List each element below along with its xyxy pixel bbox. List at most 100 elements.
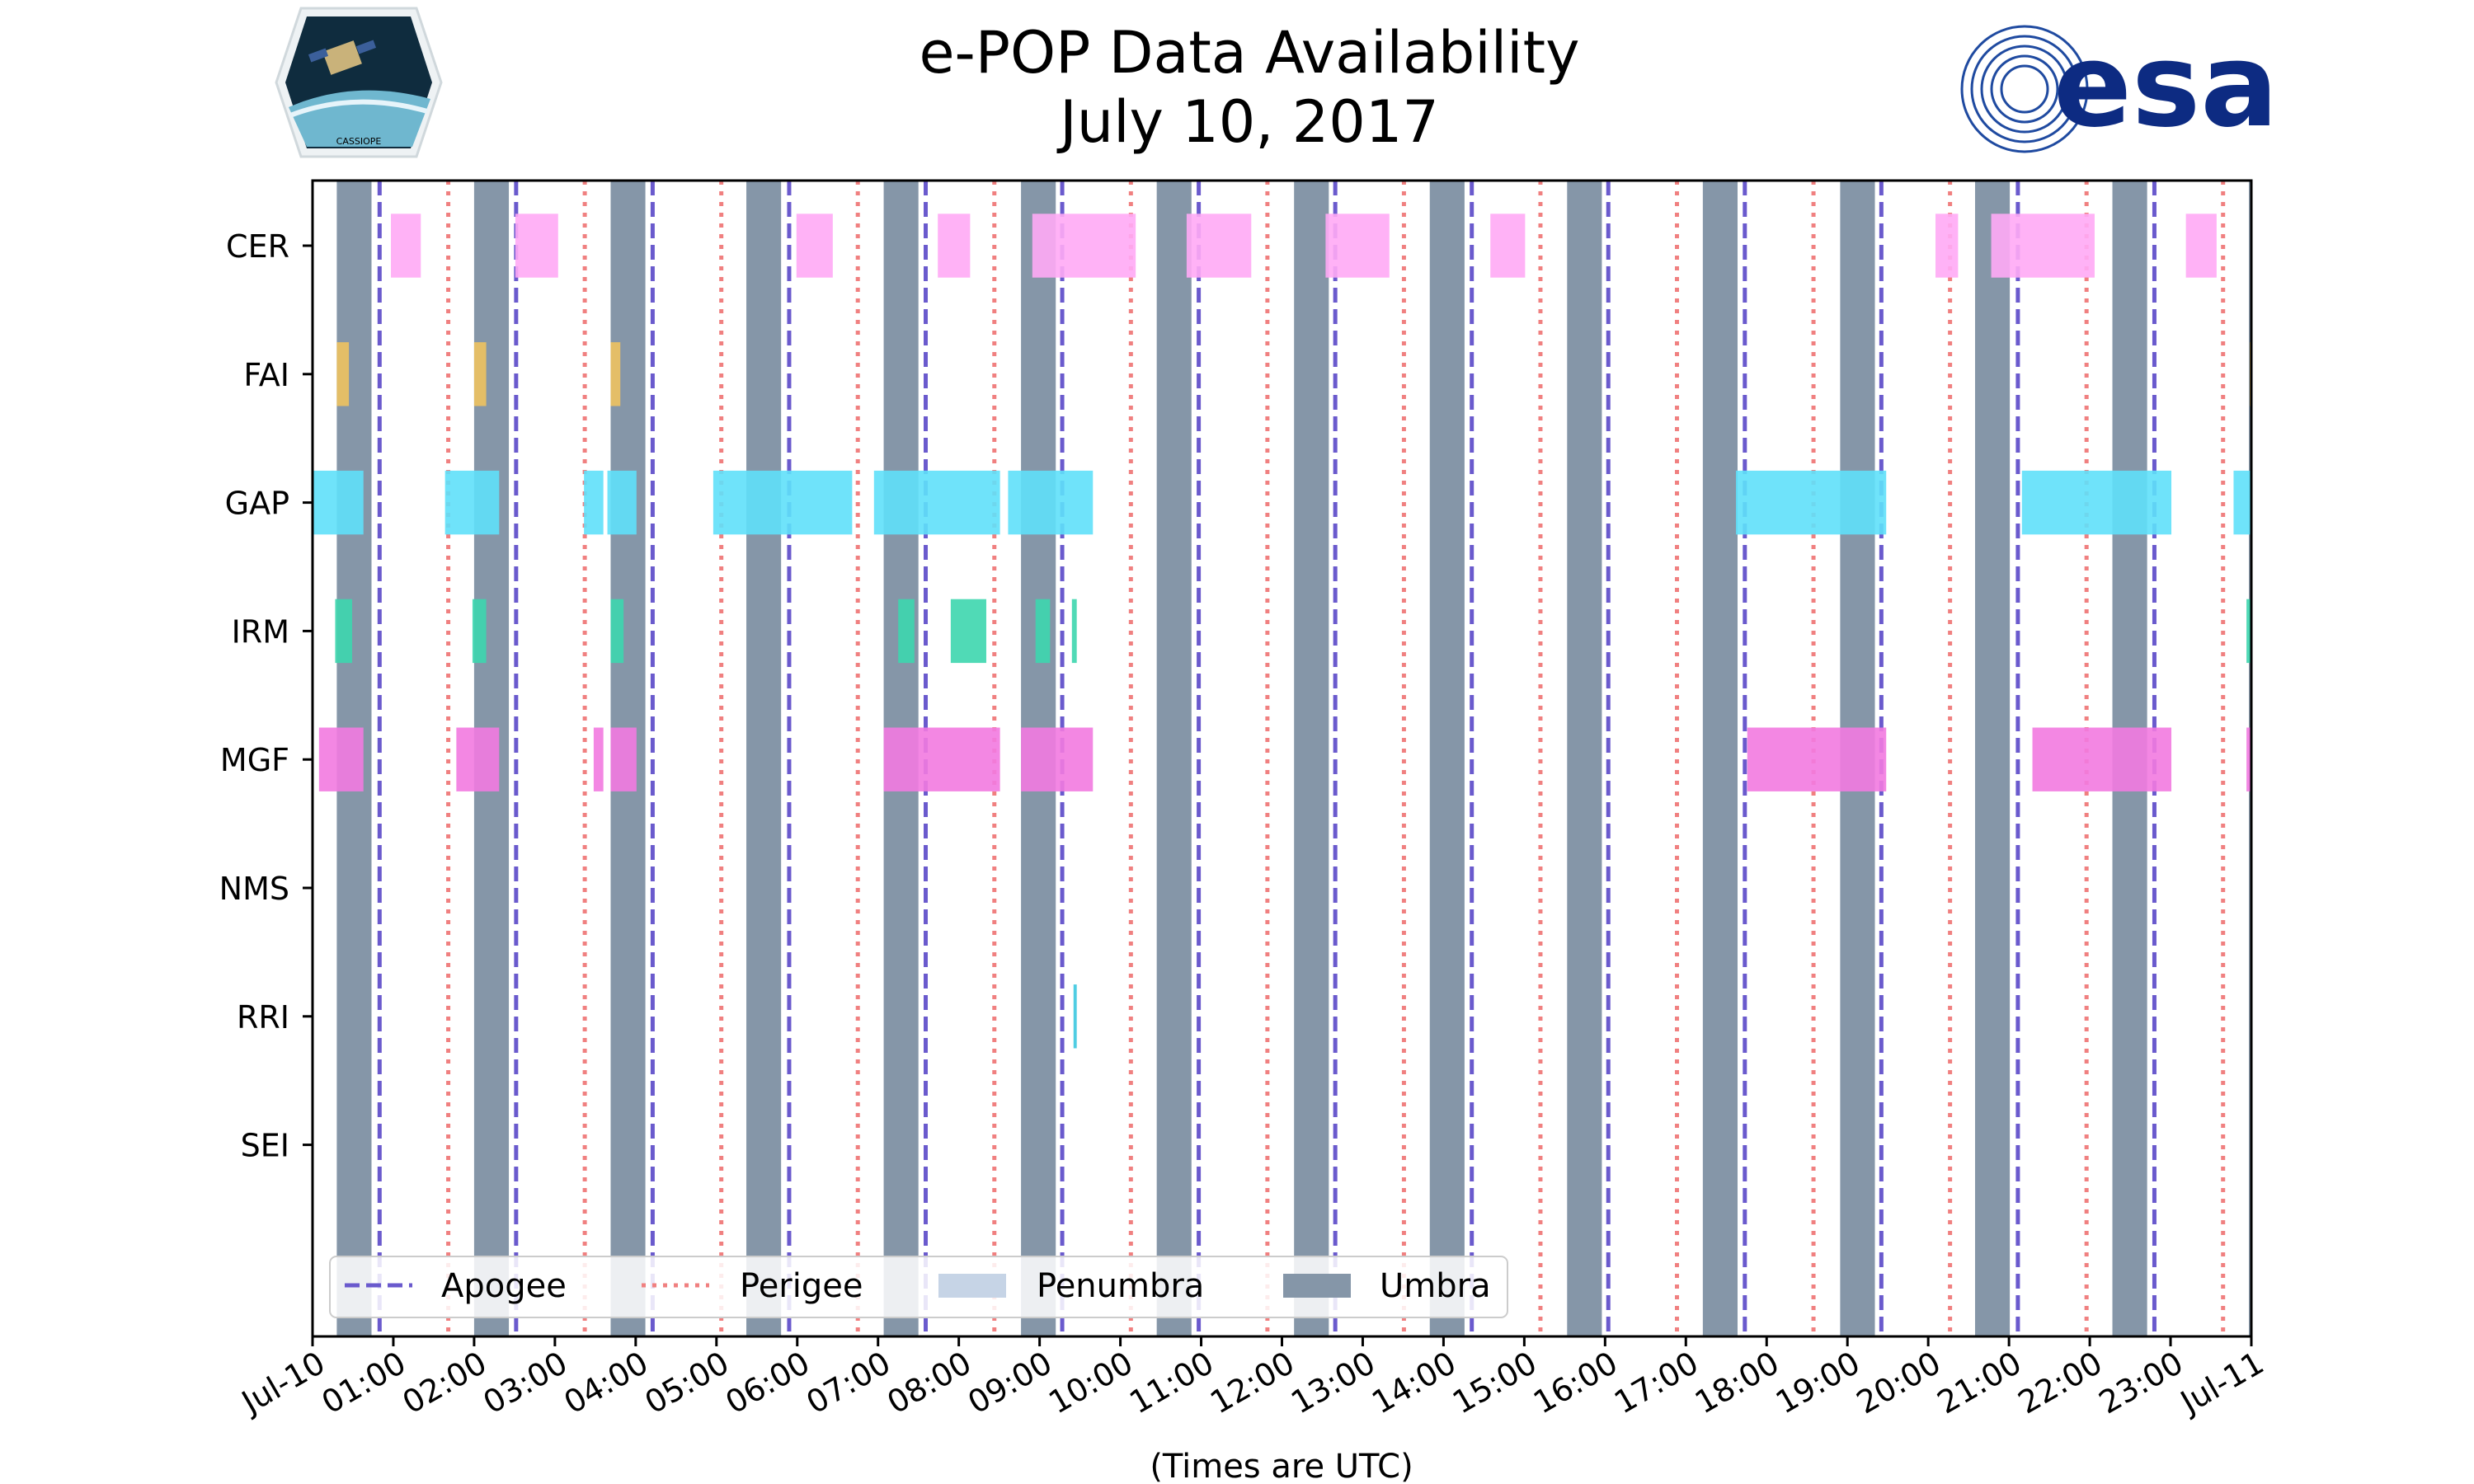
y-tick-label: GAP — [225, 486, 289, 522]
availability-bar-cer — [391, 214, 421, 278]
x-tick-label: 04:00 — [557, 1345, 654, 1421]
x-tick-label: 22:00 — [2012, 1345, 2109, 1421]
availability-bar-mgf — [593, 727, 604, 791]
availability-bar-cer — [796, 214, 833, 278]
x-tick-label: 16:00 — [1527, 1345, 1624, 1421]
legend-perigee-label: Perigee — [740, 1267, 863, 1305]
x-axis-label: (Times are UTC) — [1150, 1448, 1413, 1484]
x-tick-label: 13:00 — [1285, 1345, 1381, 1421]
y-axis: CER FAI GAP IRM MGF NMS RRI SEI — [219, 228, 313, 1164]
plot-area — [311, 179, 2253, 1338]
availability-bar-irm — [335, 599, 352, 664]
availability-bar-mgf — [1747, 727, 1887, 791]
x-tick-label: 15:00 — [1446, 1345, 1543, 1421]
availability-bar-mgf — [2032, 727, 2172, 791]
legend-umbra-swatch — [1283, 1274, 1351, 1298]
umbra-band — [746, 181, 782, 1336]
availability-bar-gap — [2233, 470, 2251, 535]
availability-bar-irm — [610, 599, 624, 664]
availability-bar-irm — [1035, 599, 1051, 664]
availability-bar-cer — [1325, 214, 1390, 278]
availability-bar-cer — [1991, 214, 2095, 278]
availability-bar-gap — [713, 470, 853, 535]
availability-bar-irm — [2246, 599, 2251, 664]
availability-bar-mgf — [456, 727, 500, 791]
x-tick-label: 20:00 — [1851, 1345, 1947, 1421]
availability-bar-cer — [1490, 214, 1526, 278]
x-tick-label: 18:00 — [1689, 1345, 1785, 1421]
x-tick-label: 03:00 — [477, 1345, 574, 1421]
umbra-band — [1429, 181, 1465, 1336]
x-tick-label: 14:00 — [1366, 1345, 1462, 1421]
availability-bar-cer — [515, 214, 558, 278]
x-tick-label: 17:00 — [1608, 1345, 1705, 1421]
y-tick-label: RRI — [237, 999, 289, 1036]
y-tick-label: CER — [226, 228, 289, 265]
availability-bar-cer — [1032, 214, 1136, 278]
x-tick-label: 08:00 — [881, 1345, 977, 1421]
availability-bar-gap — [444, 470, 500, 535]
x-tick-label: 02:00 — [397, 1345, 493, 1421]
x-tick-label: 10:00 — [1042, 1345, 1139, 1421]
legend: Apogee Perigee Penumbra Umbra — [329, 1256, 1508, 1318]
y-tick-label: MGF — [220, 742, 289, 778]
umbra-band — [1702, 181, 1738, 1336]
y-tick-label: IRM — [232, 613, 289, 650]
availability-bar-gap — [2021, 470, 2172, 535]
x-tick-label: 12:00 — [1204, 1345, 1300, 1421]
x-tick-label: 07:00 — [800, 1345, 896, 1421]
chart-subtitle: July 10, 2017 — [1056, 88, 1439, 156]
x-tick-label: 23:00 — [2093, 1345, 2189, 1421]
availability-bar-mgf — [610, 727, 637, 791]
availability-bar-fai — [336, 342, 350, 406]
availability-bar-mgf — [318, 727, 364, 791]
availability-bar-gap — [584, 470, 604, 535]
availability-bar-mgf — [2246, 727, 2251, 791]
availability-bar-irm — [472, 599, 487, 664]
x-tick-label: 19:00 — [1770, 1345, 1866, 1421]
availability-bar-irm — [898, 599, 915, 664]
x-tick-label: 21:00 — [1931, 1345, 2028, 1421]
x-tick-label: 05:00 — [638, 1345, 735, 1421]
availability-bar-mgf — [883, 727, 1000, 791]
y-tick-label: NMS — [219, 871, 289, 907]
x-tick-label: Jul-11 — [2173, 1345, 2269, 1421]
esa-logo-text: esa — [2053, 19, 2279, 153]
umbra-band — [1567, 181, 1602, 1336]
availability-bar-gap — [1008, 470, 1094, 535]
availability-bar-cer — [1935, 214, 1959, 278]
availability-bar-cer — [2185, 214, 2217, 278]
availability-bar-irm — [1071, 599, 1077, 664]
availability-bar-fai — [473, 342, 487, 406]
umbra-band — [1974, 181, 2011, 1336]
legend-apogee-label: Apogee — [441, 1267, 567, 1305]
y-tick-label: FAI — [243, 357, 289, 393]
availability-bar-cer — [1186, 214, 1252, 278]
y-tick-label: SEI — [241, 1128, 289, 1164]
availability-bar-cer — [938, 214, 971, 278]
cassiope-logo: CASSIOPE — [275, 7, 443, 158]
cassiope-logo-text: CASSIOPE — [336, 136, 382, 147]
availability-bar-gap — [873, 470, 1000, 535]
x-tick-label: 11:00 — [1123, 1345, 1220, 1421]
availability-bar-gap — [607, 470, 637, 535]
availability-bar-irm — [950, 599, 986, 664]
x-axis: Jul-1001:0002:0003:0004:0005:0006:0007:0… — [234, 1336, 2270, 1421]
x-tick-label: Jul-10 — [234, 1345, 331, 1421]
umbra-band — [1156, 181, 1192, 1336]
legend-penumbra-swatch — [938, 1274, 1006, 1298]
x-tick-label: 06:00 — [719, 1345, 816, 1421]
availability-bar-gap — [1736, 470, 1887, 535]
umbra-band — [1294, 181, 1329, 1336]
chart-title: e-POP Data Availability — [919, 19, 1579, 87]
availability-bar-rri — [1073, 984, 1077, 1049]
availability-bar-gap — [313, 470, 364, 535]
legend-penumbra-label: Penumbra — [1037, 1267, 1204, 1305]
x-tick-label: 09:00 — [962, 1345, 1058, 1421]
legend-umbra-label: Umbra — [1380, 1267, 1491, 1305]
availability-bar-fai — [610, 342, 621, 406]
esa-logo: esa — [1960, 19, 2279, 153]
x-tick-label: 01:00 — [316, 1345, 412, 1421]
availability-bar-mgf — [1021, 727, 1094, 791]
